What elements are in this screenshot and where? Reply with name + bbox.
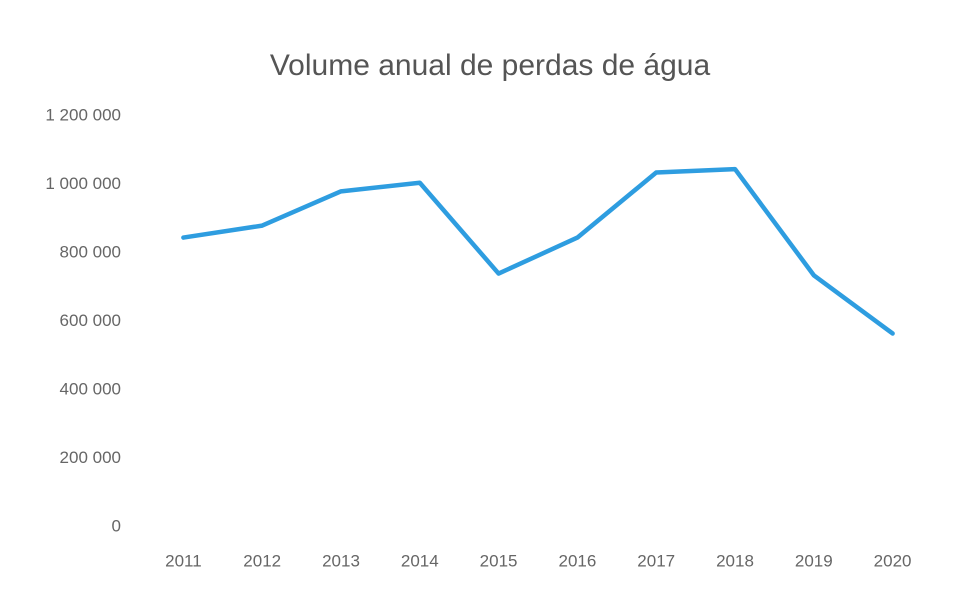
x-tick-label: 2018 — [716, 551, 754, 570]
x-tick-label: 2011 — [165, 551, 202, 570]
chart-title: Volume anual de perdas de água — [270, 49, 711, 82]
y-tick-label: 1 200 000 — [45, 105, 121, 124]
line-series — [181, 166, 895, 336]
x-tick-label: 2015 — [480, 551, 518, 570]
y-tick-label: 800 000 — [60, 242, 121, 261]
x-tick-label: 2019 — [795, 551, 833, 570]
x-tick-label: 2016 — [558, 551, 596, 570]
x-tick-label: 2020 — [874, 551, 912, 570]
x-tick-label: 2014 — [401, 551, 439, 570]
x-tick-label: 2017 — [637, 551, 675, 570]
y-tick-label: 600 000 — [60, 311, 121, 330]
y-tick-label: 400 000 — [60, 379, 121, 398]
x-tick-label: 2012 — [243, 551, 281, 570]
y-tick-label: 200 000 — [60, 448, 121, 467]
x-tick-label: 2013 — [322, 551, 360, 570]
y-tick-label: 0 — [112, 516, 121, 535]
y-tick-label: 1 000 000 — [45, 174, 121, 193]
